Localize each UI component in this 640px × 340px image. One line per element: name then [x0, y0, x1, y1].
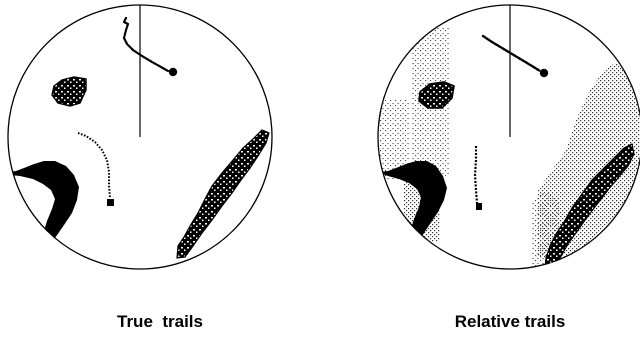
- coastline-echo-left: [8, 161, 79, 243]
- coastline-echo-lower-right-left: [176, 129, 270, 259]
- caption-true-trails: True trails: [117, 312, 203, 331]
- coastline-echo-lower-right-right: [544, 143, 635, 269]
- true-trails-panel: [7, 4, 273, 270]
- target-echo-trail-center-right: [473, 146, 482, 210]
- target-echo-trail-top-right: [481, 34, 549, 78]
- relative-trails-panel: [377, 4, 640, 270]
- coastline-echo-right: [378, 161, 447, 242]
- land-echo-small-left: [51, 76, 87, 107]
- caption-relative-trails: Relative trails: [454, 312, 566, 331]
- land-echo-small-right: [418, 81, 455, 109]
- target-echo-trail-top-left: [122, 16, 178, 77]
- target-echo-trail-center-left: [77, 132, 114, 206]
